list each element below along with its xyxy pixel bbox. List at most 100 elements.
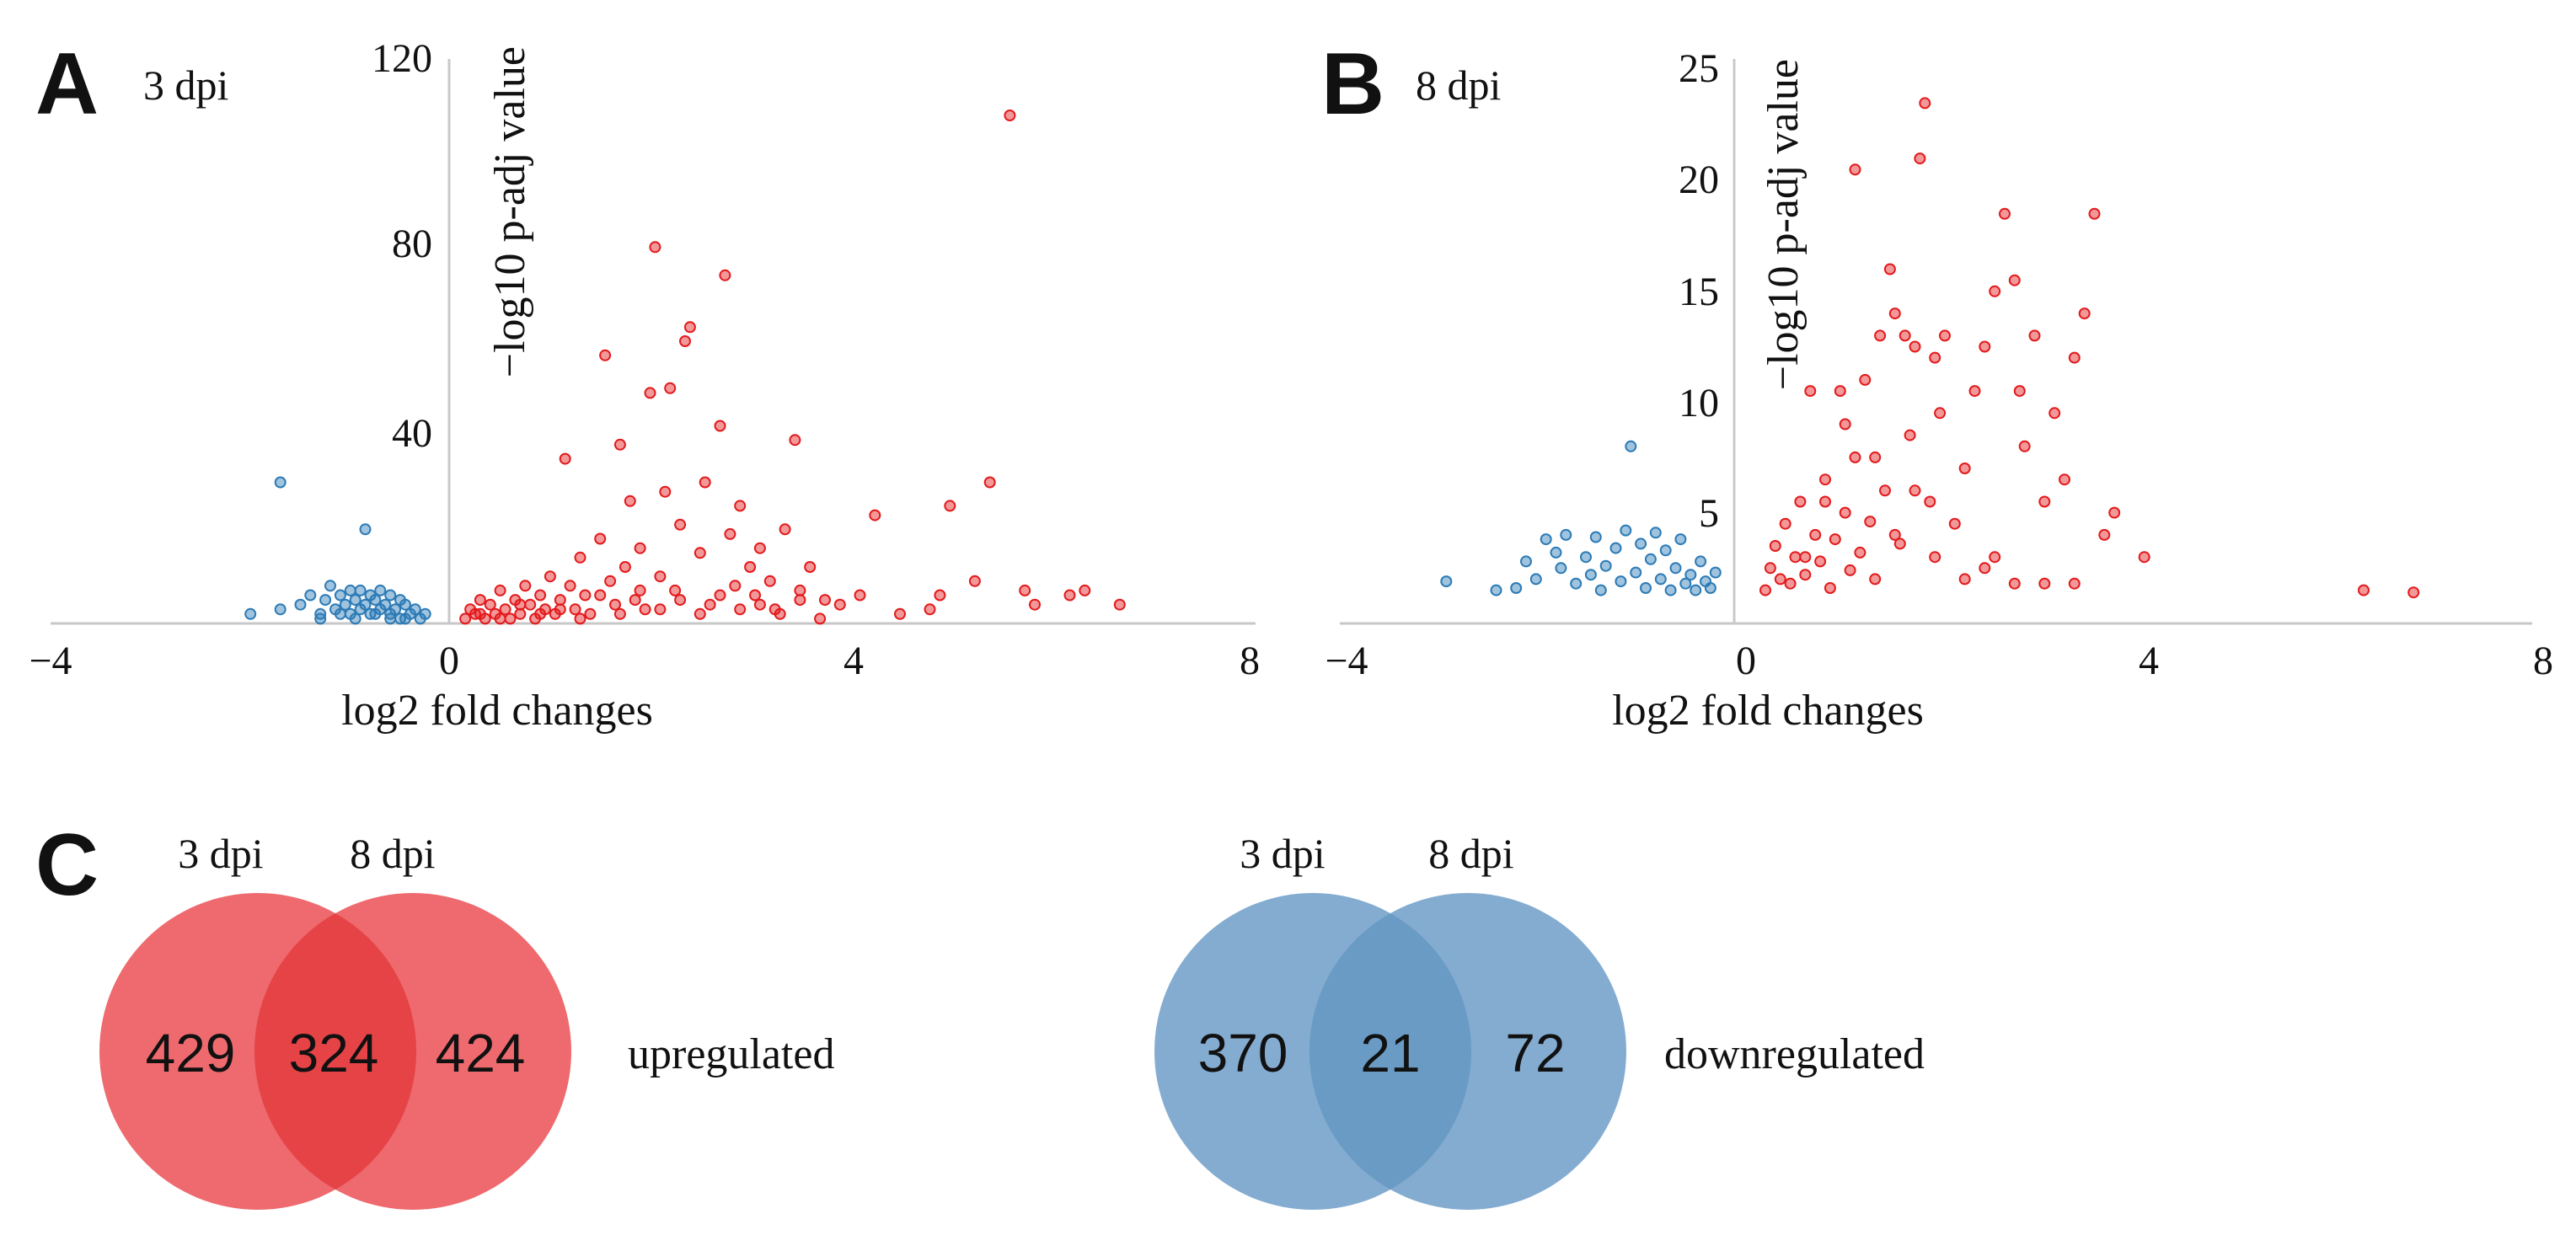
panel-a-title: 3 dpi <box>143 61 228 109</box>
venn-down-only-3dpi: 370 <box>1198 1023 1288 1083</box>
point-downregulated-26 <box>1664 584 1677 596</box>
point-downregulated-16 <box>1615 575 1627 588</box>
panel-b-xtick-8: 8 <box>2533 639 2553 683</box>
point-upregulated-6 <box>1789 551 1802 564</box>
venn-up-only-3dpi: 429 <box>146 1023 236 1083</box>
panel-b-ytick-15: 15 <box>1679 270 1719 314</box>
point-upregulated-79 <box>494 612 506 625</box>
panel-b-xtick-neg4: −4 <box>1325 639 1368 683</box>
point-upregulated-69 <box>2068 577 2081 590</box>
panel-a-ytick-120: 120 <box>372 36 432 81</box>
point-upregulated-77 <box>1113 598 1126 611</box>
point-upregulated-43 <box>679 335 691 347</box>
point-downregulated-9 <box>334 589 346 602</box>
point-downregulated-6 <box>1550 546 1562 559</box>
point-upregulated-12 <box>1819 473 1831 486</box>
point-upregulated-5 <box>1784 577 1797 590</box>
point-upregulated-67 <box>924 603 936 616</box>
point-upregulated-15 <box>534 589 547 602</box>
point-upregulated-28 <box>1899 329 1911 342</box>
point-upregulated-7 <box>1794 495 1807 508</box>
point-upregulated-40 <box>664 382 677 394</box>
point-upregulated-76 <box>1079 584 1091 596</box>
point-upregulated-86 <box>634 584 646 596</box>
point-upregulated-43 <box>2008 274 2021 286</box>
point-upregulated-57 <box>2407 586 2420 599</box>
point-upregulated-47 <box>2038 495 2051 508</box>
point-upregulated-28 <box>604 575 617 587</box>
panel-b-x-label: log2 fold changes <box>1612 687 1924 735</box>
point-upregulated-8 <box>1799 569 1812 581</box>
panel-a-xtick-8: 8 <box>1240 639 1260 683</box>
point-upregulated-32 <box>624 495 636 507</box>
point-upregulated-78 <box>474 607 486 620</box>
point-upregulated-29 <box>609 598 621 611</box>
venn-down-label-8dpi: 8 dpi <box>1428 830 1513 877</box>
point-downregulated-27 <box>1669 562 1682 575</box>
point-upregulated-42 <box>1999 207 2011 220</box>
point-upregulated-52 <box>2088 207 2101 220</box>
point-upregulated-24 <box>579 589 592 602</box>
point-upregulated-12 <box>519 580 532 592</box>
panel-a-ytick-40: 40 <box>392 411 432 456</box>
point-upregulated-53 <box>2098 528 2111 541</box>
point-upregulated-20 <box>559 452 571 465</box>
point-downregulated-16 <box>359 523 372 536</box>
point-downregulated-20 <box>369 594 382 607</box>
point-downregulated-1 <box>1490 584 1502 596</box>
point-upregulated-24 <box>1879 484 1891 497</box>
point-downregulated-20 <box>1635 537 1647 550</box>
point-upregulated-48 <box>714 420 726 432</box>
point-downregulated-9 <box>1570 577 1583 590</box>
point-upregulated-50 <box>2068 351 2081 364</box>
venn-downregulated: 3 dpi 8 dpi 370 21 72 downregulated <box>1154 830 1925 1210</box>
point-upregulated-36 <box>1939 329 1951 342</box>
venn-down-overlap <box>1309 913 1472 1190</box>
point-upregulated-89 <box>694 607 706 620</box>
point-upregulated-31 <box>619 561 631 573</box>
point-upregulated-44 <box>683 321 696 334</box>
panel-b-ytick-5: 5 <box>1699 491 1719 536</box>
point-downregulated-11 <box>344 584 356 596</box>
point-upregulated-35 <box>639 603 651 616</box>
point-upregulated-40 <box>1979 340 1991 353</box>
point-downregulated-2 <box>1510 582 1523 594</box>
panel-a-xtick-0: 0 <box>439 639 459 683</box>
point-upregulated-45 <box>694 547 706 559</box>
point-upregulated-65 <box>869 509 881 521</box>
point-upregulated-39 <box>659 485 672 498</box>
point-upregulated-21 <box>564 580 576 592</box>
point-upregulated-15 <box>1834 385 1846 398</box>
point-downregulated-7 <box>324 580 336 592</box>
point-upregulated-32 <box>1919 97 1931 110</box>
point-upregulated-69 <box>944 500 956 512</box>
point-upregulated-54 <box>749 589 761 602</box>
venn-down-only-8dpi: 72 <box>1505 1023 1565 1083</box>
panel-a-x-label: log2 fold changes <box>341 687 653 735</box>
point-upregulated-51 <box>729 580 742 592</box>
point-upregulated-73 <box>1019 584 1031 596</box>
point-downregulated-29 <box>399 598 411 611</box>
point-upregulated-83 <box>574 612 586 625</box>
point-upregulated-4 <box>1779 517 1791 530</box>
point-downregulated-3 <box>1520 555 1532 568</box>
venn-up-overlap <box>254 913 417 1190</box>
point-upregulated-90 <box>714 589 726 602</box>
venn-up-label-8dpi: 8 dpi <box>350 830 435 877</box>
point-upregulated-27 <box>1893 537 1906 550</box>
point-upregulated-60 <box>1819 495 1831 508</box>
point-upregulated-0 <box>459 612 472 625</box>
panel-b-ytick-10: 10 <box>1679 381 1719 425</box>
point-downregulated-0 <box>1440 575 1453 588</box>
point-downregulated-33 <box>419 607 431 620</box>
point-upregulated-45 <box>2018 440 2031 452</box>
point-upregulated-66 <box>894 607 906 620</box>
point-upregulated-17 <box>544 570 556 583</box>
point-downregulated-2 <box>274 603 287 616</box>
point-downregulated-30 <box>1684 569 1697 581</box>
point-upregulated-70 <box>968 575 981 587</box>
point-upregulated-52 <box>734 500 747 512</box>
point-downregulated-31 <box>1690 584 1702 596</box>
point-upregulated-3 <box>1774 573 1786 586</box>
point-upregulated-33 <box>629 594 641 607</box>
